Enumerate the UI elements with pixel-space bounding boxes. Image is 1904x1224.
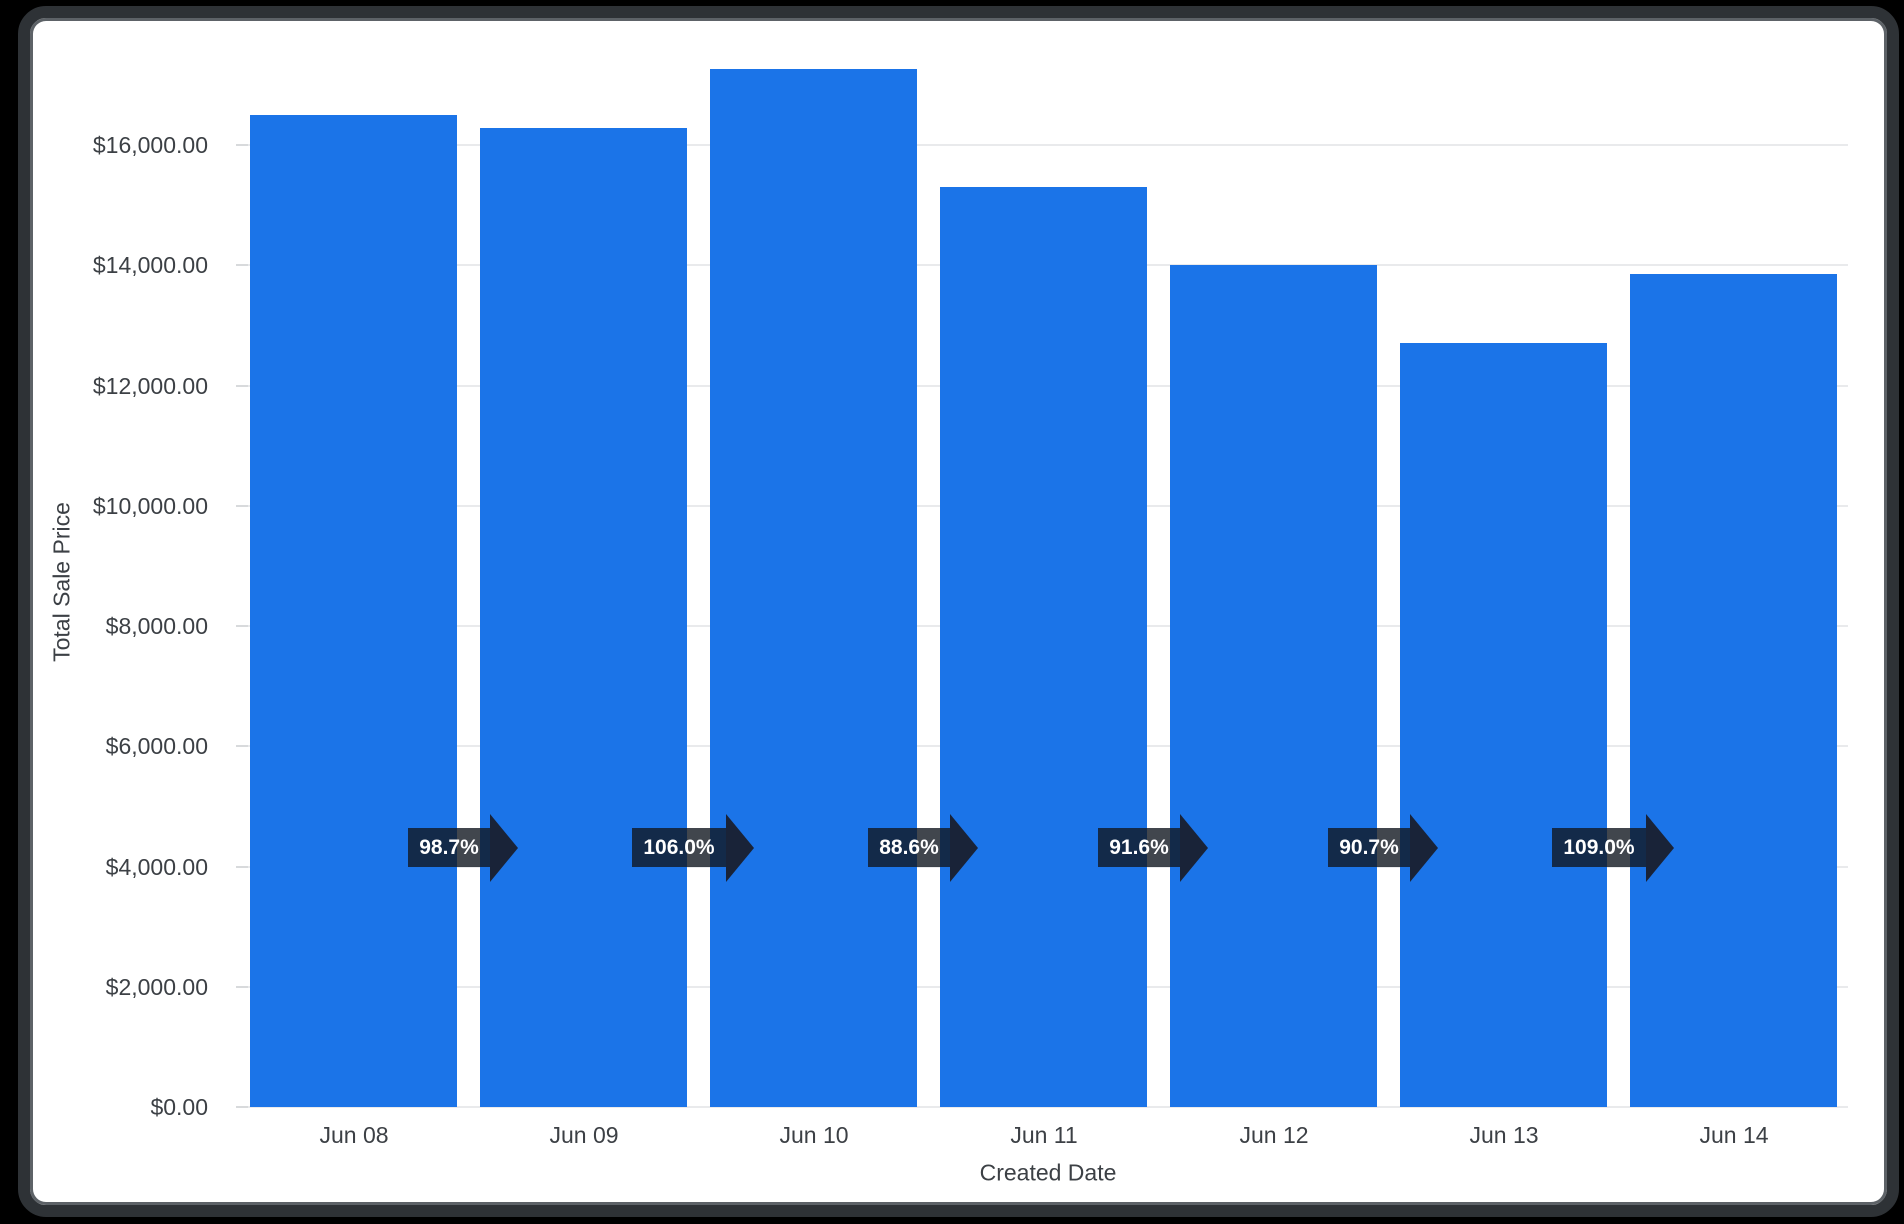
arrow-head-icon bbox=[489, 813, 518, 882]
percent-change-arrow: 106.0% bbox=[608, 813, 778, 882]
x-tick-label: Jun 10 bbox=[779, 1122, 849, 1148]
y-tick-label: $0.00 bbox=[150, 1094, 208, 1120]
y-tick-label: $2,000.00 bbox=[105, 974, 208, 1000]
gridline bbox=[248, 144, 1848, 146]
gridline bbox=[248, 1106, 1848, 1108]
percent-change-arrow: 88.6% bbox=[838, 813, 1008, 882]
percent-change-arrow: 91.6% bbox=[1068, 813, 1238, 882]
x-tick-label: Jun 14 bbox=[1699, 1122, 1769, 1148]
x-tick-label: Jun 12 bbox=[1239, 1122, 1309, 1148]
x-tick-label: Jun 09 bbox=[549, 1122, 619, 1148]
y-axis-tick bbox=[236, 866, 248, 868]
y-axis-tick bbox=[236, 385, 248, 387]
y-axis-tick bbox=[236, 625, 248, 627]
x-tick-label: Jun 08 bbox=[319, 1122, 389, 1148]
bar-jun-13[interactable] bbox=[1400, 343, 1607, 1107]
percent-change-arrow: 90.7% bbox=[1298, 813, 1468, 882]
arrow-head-icon bbox=[1645, 813, 1674, 882]
arrow-head-icon bbox=[1179, 813, 1208, 882]
arrow-head-icon bbox=[725, 813, 754, 882]
y-tick-label: $14,000.00 bbox=[92, 252, 208, 278]
percent-change-arrow: 98.7% bbox=[378, 813, 548, 882]
arrow-head-icon bbox=[949, 813, 978, 882]
bar-jun-10[interactable] bbox=[710, 69, 917, 1107]
y-axis-tick bbox=[236, 505, 248, 507]
y-axis-tick bbox=[236, 986, 248, 988]
y-tick-label: $16,000.00 bbox=[92, 132, 208, 158]
bar-jun-09[interactable] bbox=[480, 128, 687, 1107]
percent-change-label: 106.0% bbox=[632, 828, 726, 867]
percent-change-label: 91.6% bbox=[1098, 828, 1180, 867]
y-tick-label: $6,000.00 bbox=[105, 733, 208, 759]
percent-change-arrow: 109.0% bbox=[1528, 813, 1698, 882]
arrow-head-icon bbox=[1409, 813, 1438, 882]
y-tick-label: $8,000.00 bbox=[105, 613, 208, 639]
y-axis-tick bbox=[236, 144, 248, 146]
y-tick-label: $12,000.00 bbox=[92, 373, 208, 399]
x-tick-label: Jun 13 bbox=[1469, 1122, 1539, 1148]
x-tick-label: Jun 11 bbox=[1010, 1122, 1078, 1148]
x-axis-title: Created Date bbox=[979, 1159, 1117, 1186]
y-tick-label: $10,000.00 bbox=[92, 493, 208, 519]
bar-jun-12[interactable] bbox=[1170, 265, 1377, 1107]
y-tick-label: $4,000.00 bbox=[105, 854, 208, 880]
percent-change-label: 109.0% bbox=[1552, 828, 1646, 867]
y-axis-tick bbox=[236, 745, 248, 747]
y-axis-tick bbox=[236, 264, 248, 266]
percent-change-label: 98.7% bbox=[408, 828, 490, 867]
bar-jun-11[interactable] bbox=[940, 187, 1147, 1107]
percent-change-label: 90.7% bbox=[1328, 828, 1410, 867]
y-axis-tick bbox=[236, 1106, 248, 1108]
percent-change-label: 88.6% bbox=[868, 828, 950, 867]
bar-jun-08[interactable] bbox=[250, 115, 457, 1107]
bar-jun-14[interactable] bbox=[1630, 274, 1837, 1107]
